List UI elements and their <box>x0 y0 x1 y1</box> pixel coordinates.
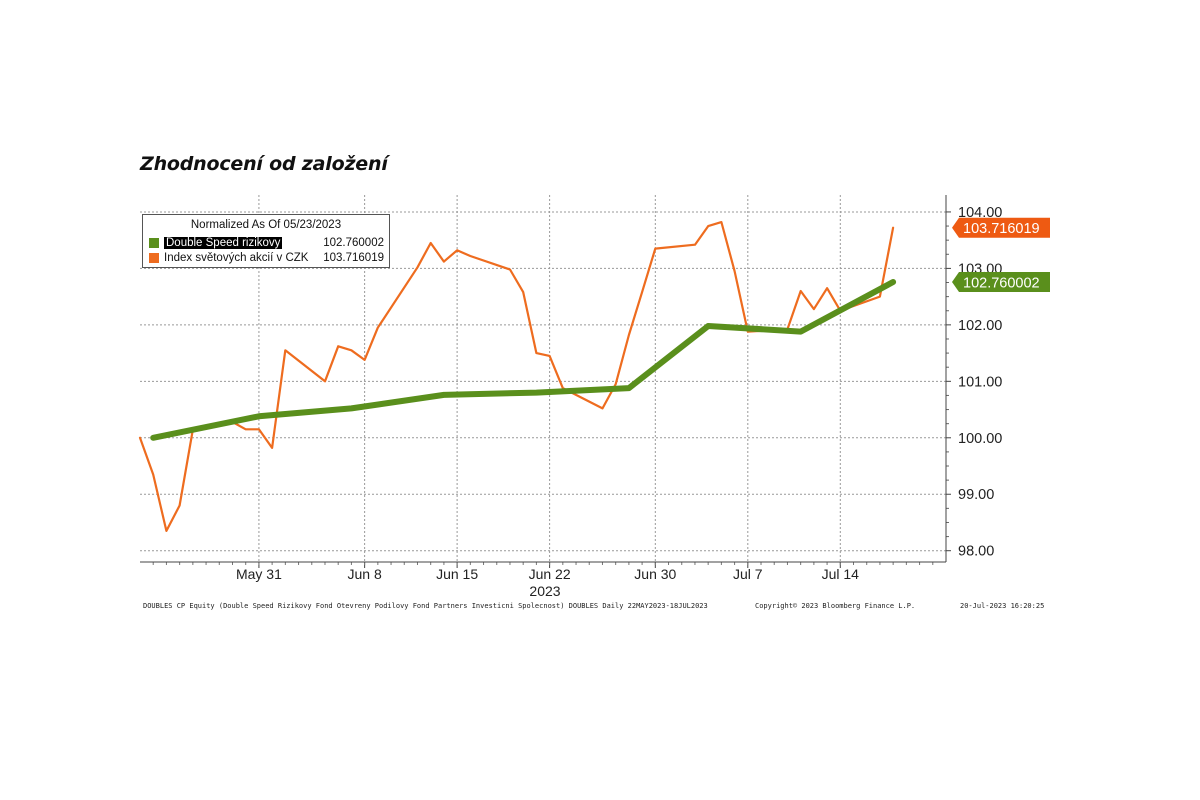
legend-item-value: 103.716019 <box>323 252 384 264</box>
y-tick-label: 98.00 <box>958 544 994 560</box>
x-tick-label: Jun 15 <box>436 566 478 582</box>
legend-item-index: Index světových akcií v CZK 103.716019 <box>149 250 384 266</box>
badge-index-last-value <box>952 217 1050 238</box>
x-tick-label: Jun 22 <box>529 566 571 582</box>
legend-header: Normalized As Of 05/23/2023 <box>190 219 342 231</box>
legend-item-label: Index světových akcií v CZK <box>164 252 309 264</box>
legend-swatch <box>149 253 159 263</box>
x-axis-ticks: May 31 Jun 8 Jun 15 Jun 22 Jun 30 Jul 7 Jul 14 <box>236 566 859 582</box>
badge-index-last-value-text: 103.716019 <box>963 221 1040 237</box>
axes <box>140 195 951 568</box>
footer-copyright: Copyright© 2023 Bloomberg Finance L.P. <box>755 602 916 610</box>
y-tick-label: 99.00 <box>958 487 994 503</box>
badge-double-speed-last-value-text: 102.760002 <box>963 275 1040 291</box>
y-tick-label: 100.00 <box>958 431 1002 447</box>
x-tick-label: Jul 7 <box>733 566 763 582</box>
y-tick-label: 101.00 <box>958 374 1002 390</box>
y-tick-label: 104.00 <box>958 205 1002 221</box>
legend-item-label: Double Speed rizikovy <box>164 237 283 249</box>
legend-swatch <box>149 238 159 248</box>
x-tick-label: Jun 8 <box>347 566 381 582</box>
chart-legend: Normalized As Of 05/23/2023 Double Speed… <box>142 214 390 268</box>
legend-item-value: 102.760002 <box>323 237 384 249</box>
footer-source: DOUBLES CP Equity (Double Speed Rizikovy… <box>143 602 708 610</box>
footer-timestamp: 20-Jul-2023 16:20:25 <box>960 602 1045 610</box>
y-tick-label: 102.00 <box>958 318 1002 334</box>
x-tick-label: Jun 30 <box>634 566 676 582</box>
x-tick-label: Jul 14 <box>822 566 860 582</box>
series-line-double-speed <box>150 279 897 441</box>
page-title: Zhodnocení od založení <box>140 153 388 175</box>
legend-item-double-speed: Double Speed rizikovy 102.760002 <box>149 235 384 251</box>
x-axis-label: 2023 <box>529 583 560 599</box>
series-lines <box>138 221 897 533</box>
badge-double-speed-last-value <box>952 271 1050 292</box>
last-value-badges: 103.716019 102.760002 <box>952 217 1050 292</box>
x-tick-label: May 31 <box>236 566 282 582</box>
